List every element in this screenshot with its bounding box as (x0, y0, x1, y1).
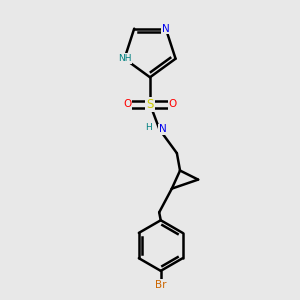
Text: O: O (123, 99, 131, 109)
Text: N: N (159, 124, 167, 134)
Text: NH: NH (118, 54, 131, 63)
Text: Br: Br (155, 280, 166, 290)
Text: N: N (162, 24, 170, 34)
Text: O: O (169, 99, 177, 109)
Text: H: H (145, 123, 152, 132)
Text: S: S (146, 98, 154, 111)
